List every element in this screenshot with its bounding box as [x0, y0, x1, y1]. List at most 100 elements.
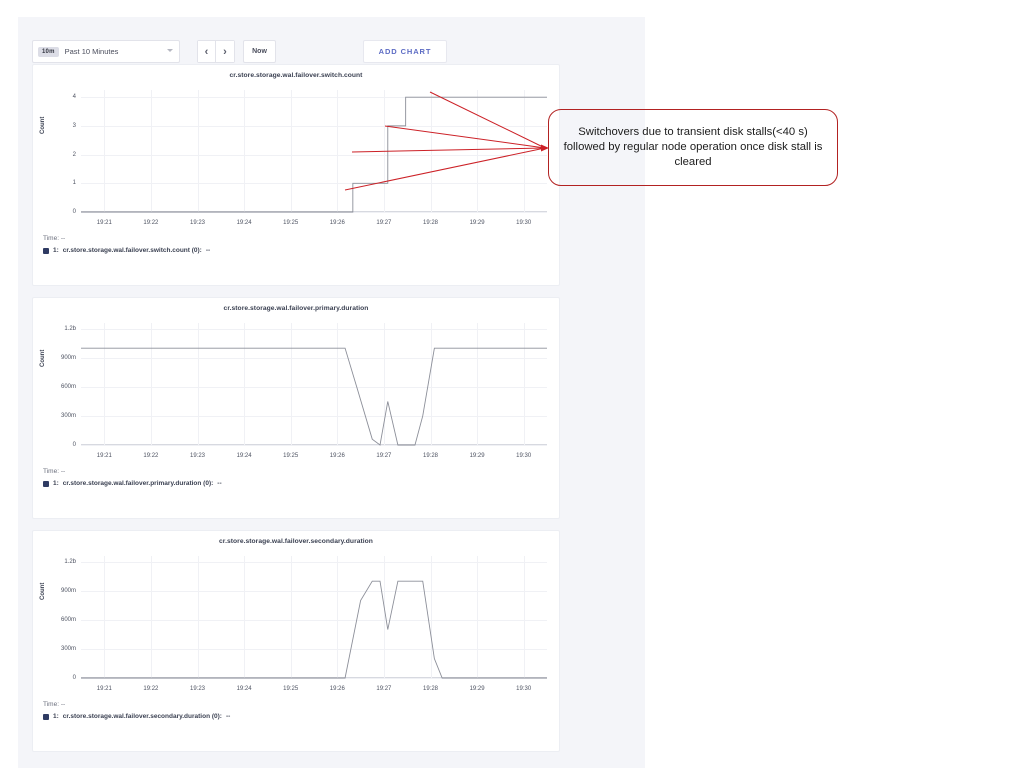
gridline-vertical [244, 556, 246, 678]
x-axis-line [81, 444, 547, 445]
chart-legend[interactable]: 1: cr.store.storage.wal.failover.switch.… [43, 247, 549, 254]
x-axis-line [81, 677, 547, 678]
chart-title: cr.store.storage.wal.failover.switch.cou… [229, 72, 363, 79]
gridline-vertical [430, 323, 432, 445]
x-tick-label: 19:25 [283, 686, 299, 692]
time-range-select[interactable]: 10m Past 10 Minutes [32, 40, 180, 63]
gridline-horizontal [81, 125, 547, 127]
gridline-horizontal [81, 590, 547, 592]
y-tick-label: 1.2b [64, 325, 76, 332]
series-layer [81, 580, 547, 679]
x-tick-label: 19:22 [143, 220, 159, 226]
chart-legend[interactable]: 1: cr.store.storage.wal.failover.seconda… [43, 713, 549, 720]
legend-series-value: -- [205, 247, 211, 254]
prev-range-button[interactable]: ‹ [198, 41, 216, 62]
hover-time-label: Time: [43, 235, 60, 242]
gridline-horizontal [81, 415, 547, 417]
x-tick-label: 19:23 [189, 453, 206, 459]
y-tick-label: 1 [72, 180, 76, 187]
y-tick-label: 3 [72, 122, 76, 129]
x-tick-label: 19:30 [516, 220, 532, 226]
x-tick-labels: 19:21 19:22 19:23 19:24 19:25 19:26 19:27 19:28… [81, 216, 547, 230]
x-tick-label: 19:24 [236, 453, 252, 459]
gridline-vertical [383, 323, 385, 445]
chart-footer: Time: -- 1: cr.store.storage.wal.failove… [43, 701, 549, 720]
x-tick-label: 19:29 [469, 220, 485, 226]
legend-swatch-icon [43, 480, 49, 487]
plot-area[interactable]: Count 19:21 19:22 19:23 19:24 19:25 19:26 19:2… [40, 548, 551, 700]
x-tick-label: 19:22 [143, 686, 159, 692]
y-tick-label: 2 [72, 151, 76, 158]
x-tick-labels: 19:21 19:22 19:23 19:24 19:25 19:26 19:27 19:28… [81, 682, 547, 696]
x-tick-labels: 19:21 19:22 19:23 19:24 19:25 19:26 19:27 19:28… [81, 449, 547, 463]
x-tick-label: 19:26 [329, 453, 345, 459]
legend-index: 1: [53, 247, 59, 254]
gridline-horizontal [81, 445, 547, 446]
x-tick-label: 19:22 [143, 453, 159, 459]
gridline-vertical [477, 90, 479, 212]
gridline-vertical [523, 323, 525, 445]
gridline-vertical [290, 90, 292, 212]
gridline-vertical [104, 90, 106, 212]
x-tick-label: 19:30 [516, 686, 532, 692]
plot-grid: 19:21 19:22 19:23 19:24 19:25 19:26 19:27 19:28… [61, 323, 547, 459]
chart-card: cr.store.storage.wal.failover.secondary.… [32, 530, 560, 752]
gridline-vertical [383, 556, 385, 678]
hover-time-value: -- [60, 235, 66, 242]
legend-series-value: -- [225, 713, 231, 720]
hover-time-value: -- [60, 468, 66, 475]
chart-legend[interactable]: 1: cr.store.storage.wal.failover.primary… [43, 480, 549, 487]
series-line [81, 580, 547, 679]
y-tick-label: 300m [60, 412, 76, 419]
gridline-horizontal [81, 561, 547, 563]
hover-time-label: Time: [43, 468, 60, 475]
series-line [81, 347, 547, 446]
gridline-vertical [197, 323, 199, 445]
y-tick-label: 600m [60, 616, 76, 623]
legend-swatch-icon [43, 713, 49, 720]
hover-time-label: Time: [43, 701, 60, 708]
legend-series-name: cr.store.storage.wal.failover.switch.cou… [62, 247, 202, 254]
now-button[interactable]: Now [243, 40, 276, 63]
gridline-vertical [244, 323, 246, 445]
add-chart-button[interactable]: ADD CHART [363, 40, 447, 63]
x-tick-label: 19:27 [376, 220, 392, 226]
gridline-vertical [383, 90, 385, 212]
gridline-vertical [197, 556, 199, 678]
y-tick-label: 1.2b [64, 558, 76, 565]
toolbar: 10m Past 10 Minutes ‹ › Now ADD CHART [32, 40, 447, 63]
annotation-callout: Switchovers due to transient disk stalls… [548, 109, 838, 186]
gridline-vertical [523, 90, 525, 212]
next-range-button[interactable]: › [216, 41, 234, 62]
gridline-vertical [150, 90, 152, 212]
x-tick-label: 19:27 [376, 686, 392, 692]
gridline-vertical [477, 323, 479, 445]
hover-time-readout: Time: -- [43, 235, 549, 242]
x-tick-label: 19:21 [96, 220, 112, 226]
y-tick-label: 0 [72, 675, 76, 681]
x-tick-label: 19:24 [236, 686, 252, 692]
y-tick-label: 600m [60, 383, 76, 390]
y-tick-label: 4 [72, 94, 76, 101]
gridline-vertical [430, 556, 432, 678]
gridline-horizontal [81, 328, 547, 330]
chart-card: cr.store.storage.wal.failover.switch.cou… [32, 64, 560, 286]
gridline-horizontal [81, 648, 547, 650]
x-tick-label: 19:25 [283, 220, 299, 226]
x-tick-label: 19:28 [422, 686, 439, 692]
x-tick-label: 19:29 [469, 453, 485, 459]
x-tick-label: 19:23 [189, 220, 206, 226]
y-tick-label: 300m [60, 645, 76, 652]
legend-index: 1: [53, 480, 59, 487]
gridline-vertical [104, 556, 106, 678]
plot-area[interactable]: Count 19:21 19:22 19:23 19:24 19:25 19:26 19:2… [40, 82, 551, 234]
gridline-horizontal [81, 183, 547, 185]
plot-area[interactable]: Count 19:21 19:22 19:23 19:24 19:25 19:26 19:2… [40, 315, 551, 467]
x-tick-label: 19:28 [422, 453, 439, 459]
gridline-vertical [244, 90, 246, 212]
gridline-horizontal [81, 212, 547, 213]
x-tick-label: 19:25 [283, 453, 299, 459]
legend-swatch-icon [43, 247, 49, 254]
gridline-horizontal [81, 357, 547, 359]
x-tick-label: 19:24 [236, 220, 252, 226]
